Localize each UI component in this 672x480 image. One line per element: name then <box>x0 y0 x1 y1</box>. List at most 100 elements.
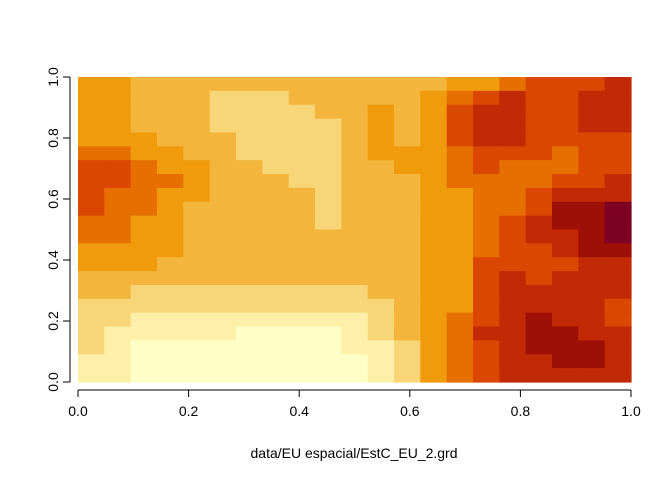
heatmap-cell <box>367 271 395 286</box>
heatmap-cell <box>367 174 395 189</box>
heatmap-cell <box>604 354 632 369</box>
heatmap-cell <box>525 146 553 161</box>
heatmap-cell <box>499 174 527 189</box>
heatmap-cell <box>341 201 369 217</box>
heatmap-cell <box>367 215 395 231</box>
heatmap-cell <box>552 90 579 106</box>
heatmap-cell <box>499 257 527 272</box>
heatmap-cell <box>420 201 448 217</box>
heatmap-cell <box>341 368 369 383</box>
heatmap-cell <box>183 187 211 203</box>
heatmap-cell <box>130 174 158 189</box>
heatmap-cell <box>420 243 448 258</box>
heatmap-cell <box>78 257 105 272</box>
heatmap-cell <box>420 229 448 244</box>
heatmap-cell <box>473 201 500 217</box>
heatmap-cell <box>394 243 421 258</box>
heatmap-cell <box>315 340 342 355</box>
heatmap-cell <box>78 243 105 258</box>
heatmap-cell <box>236 298 263 314</box>
heatmap-cell <box>183 354 211 369</box>
heatmap-cell <box>78 146 105 161</box>
heatmap-cell <box>552 326 579 342</box>
heatmap-cell <box>236 284 263 300</box>
heatmap-cell <box>288 174 316 189</box>
heatmap-cell <box>446 104 474 120</box>
heatmap-cell <box>420 132 448 147</box>
heatmap-cell <box>262 201 290 217</box>
heatmap-cell <box>604 271 632 286</box>
heatmap-cell <box>130 257 158 272</box>
heatmap-cell <box>420 298 448 314</box>
heatmap-cell <box>315 104 342 120</box>
heatmap-cell <box>552 229 579 244</box>
heatmap-cell <box>578 354 606 369</box>
heatmap-cell <box>315 243 342 258</box>
heatmap-cell <box>394 257 421 272</box>
heatmap-cell <box>367 132 395 147</box>
heatmap-cell <box>209 90 237 106</box>
x-tick-label: 0.2 <box>179 403 199 419</box>
heatmap-cell <box>183 90 211 106</box>
heatmap-cell <box>262 326 290 342</box>
heatmap-cell <box>78 368 105 383</box>
heatmap-cell <box>183 201 211 217</box>
heatmap-cell <box>499 132 527 147</box>
heatmap-cell <box>130 229 158 244</box>
heatmap-cell <box>420 77 448 92</box>
heatmap-cell <box>236 104 263 120</box>
heatmap-cell <box>578 90 606 106</box>
heatmap-cell <box>209 271 237 286</box>
heatmap-cell <box>394 340 421 355</box>
heatmap-cell <box>420 257 448 272</box>
x-tick-label: 0.6 <box>400 403 420 419</box>
heatmap-cell <box>157 90 184 106</box>
heatmap-cell <box>394 229 421 244</box>
heatmap-cell <box>288 187 316 203</box>
heatmap-cell <box>367 340 395 355</box>
heatmap-cell <box>78 174 105 189</box>
heatmap-cell <box>473 298 500 314</box>
heatmap-cell <box>525 201 553 217</box>
heatmap-cell <box>341 77 369 92</box>
heatmap-cell <box>236 174 263 189</box>
heatmap-cell <box>157 201 184 217</box>
heatmap-cell <box>604 312 632 328</box>
heatmap-cell <box>262 104 290 120</box>
heatmap-cell <box>552 201 579 217</box>
heatmap-cell <box>104 326 132 342</box>
heatmap-cell <box>499 229 527 244</box>
heatmap-cell <box>341 326 369 342</box>
heatmap-cell <box>473 271 500 286</box>
heatmap-cell <box>499 215 527 231</box>
heatmap-cell <box>420 174 448 189</box>
heatmap-cell <box>473 132 500 147</box>
heatmap-cell <box>315 160 342 175</box>
heatmap-cell <box>604 146 632 161</box>
heatmap-cell <box>78 340 105 355</box>
heatmap-cell <box>183 174 211 189</box>
heatmap-cell <box>341 284 369 300</box>
heatmap-cell <box>236 132 263 147</box>
heatmap-cell <box>130 132 158 147</box>
heatmap-cell <box>130 118 158 134</box>
heatmap-cell <box>104 118 132 134</box>
heatmap-cell <box>525 271 553 286</box>
x-tick-label: 0.0 <box>68 403 88 419</box>
y-tick-label: 0.6 <box>45 189 61 209</box>
heatmap-cell <box>473 104 500 120</box>
heatmap-cell <box>209 146 237 161</box>
heatmap-cell <box>525 132 553 147</box>
heatmap-cell <box>288 90 316 106</box>
heatmap-cell <box>446 160 474 175</box>
heatmap-cell <box>157 160 184 175</box>
heatmap-cell <box>604 201 632 217</box>
heatmap-cell <box>130 284 158 300</box>
heatmap-cell <box>552 243 579 258</box>
heatmap-cell <box>78 326 105 342</box>
heatmap-cell <box>78 132 105 147</box>
heatmap-cell <box>157 368 184 383</box>
heatmap-cell <box>473 90 500 106</box>
heatmap-cell <box>262 160 290 175</box>
heatmap-cell <box>525 104 553 120</box>
